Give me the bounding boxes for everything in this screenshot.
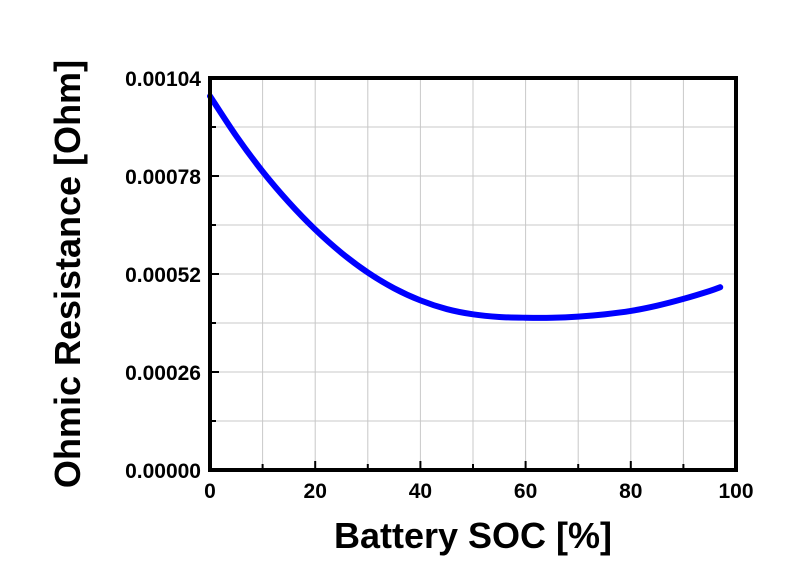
y-tick-label: 0.00052 <box>125 264 201 287</box>
y-tick-label: 0.00104 <box>125 68 201 91</box>
x-tick-labels: 0 20 40 60 80 100 <box>204 480 753 503</box>
series-line <box>207 93 724 321</box>
y-tick-label: 0.00026 <box>125 362 201 385</box>
x-tick-label: 0 <box>204 480 216 503</box>
x-tick-label: 40 <box>409 480 432 503</box>
x-axis-title: Battery SOC [%] <box>334 515 612 556</box>
y-tick-labels: 0.00000 0.00026 0.00052 0.00078 0.00104 <box>125 68 201 483</box>
grid <box>209 77 737 471</box>
x-tick-label: 100 <box>718 480 753 503</box>
x-tick-label: 80 <box>619 480 642 503</box>
y-tick-label: 0.00078 <box>125 166 201 189</box>
x-tick-label: 20 <box>304 480 327 503</box>
x-tick-label: 60 <box>514 480 537 503</box>
y-axis-title: Ohmic Resistance [Ohm] <box>47 60 88 488</box>
y-tick-label: 0.00000 <box>125 460 201 483</box>
plot-frame <box>208 76 738 472</box>
